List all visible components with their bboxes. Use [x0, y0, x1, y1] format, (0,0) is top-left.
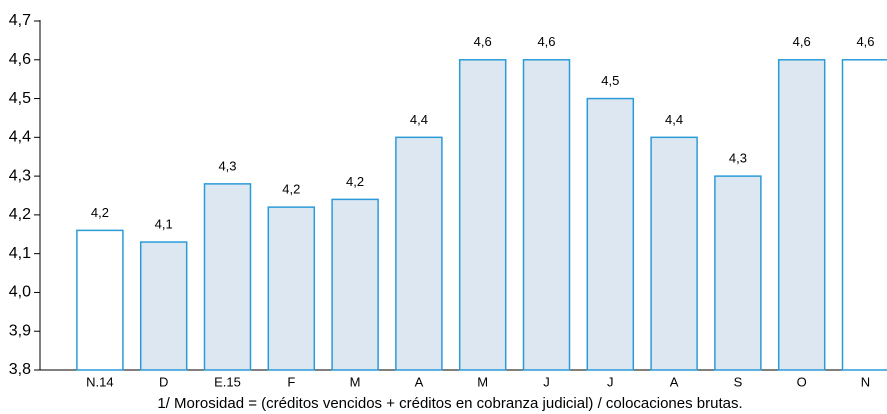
value-label: 4,3	[729, 151, 747, 166]
value-label: 4,2	[346, 174, 364, 189]
x-tick-label: M	[477, 374, 488, 389]
value-label: 4,6	[793, 34, 811, 49]
x-tick-label: E.15	[214, 374, 241, 389]
x-tick-label: J	[607, 374, 614, 389]
value-label: 4,4	[410, 112, 428, 127]
value-label: 4,2	[91, 205, 109, 220]
bar	[139, 241, 188, 371]
y-tick-label: 4,3	[9, 167, 31, 184]
x-tick-label: S	[734, 374, 743, 389]
value-label: 4,6	[856, 34, 874, 49]
y-tick-label: 4,1	[9, 245, 31, 262]
bar	[841, 59, 887, 371]
x-tick-label: F	[287, 374, 295, 389]
x-tick-label: N.14	[86, 374, 113, 389]
y-tick-label: 4,0	[9, 284, 31, 301]
bar	[522, 59, 571, 371]
value-label: 4,6	[537, 34, 555, 49]
value-label: 4,6	[474, 34, 492, 49]
bar	[586, 97, 635, 371]
value-label: 4,4	[665, 112, 683, 127]
y-tick-label: 4,5	[9, 90, 31, 107]
bar	[650, 136, 698, 371]
bar	[203, 183, 252, 371]
value-label: 4,3	[218, 158, 236, 173]
value-label: 4,5	[601, 73, 619, 88]
bar	[331, 198, 379, 371]
bar	[395, 136, 443, 371]
value-label: 4,1	[155, 216, 173, 231]
bar	[458, 59, 507, 371]
y-tick-label: 4,4	[9, 129, 31, 146]
x-tick-label: J	[543, 374, 550, 389]
x-tick-label: M	[350, 374, 361, 389]
x-tick-label: A	[415, 374, 424, 389]
y-tick-label: 4,7	[9, 12, 31, 29]
y-tick-label: 4,2	[9, 206, 31, 223]
bar	[76, 229, 124, 371]
x-tick-label: O	[797, 374, 807, 389]
value-label: 4,2	[282, 182, 300, 197]
bar	[777, 59, 826, 371]
x-tick-label: D	[159, 374, 168, 389]
y-tick-label: 4,6	[9, 51, 31, 68]
x-tick-label: A	[670, 374, 679, 389]
footnote: 1/ Morosidad = (créditos vencidos + créd…	[157, 395, 742, 412]
x-tick-label: N	[861, 374, 870, 389]
y-tick-label: 3,9	[9, 322, 31, 339]
bar	[714, 175, 762, 371]
bar	[267, 206, 316, 371]
y-tick-label: 3,8	[9, 361, 31, 378]
